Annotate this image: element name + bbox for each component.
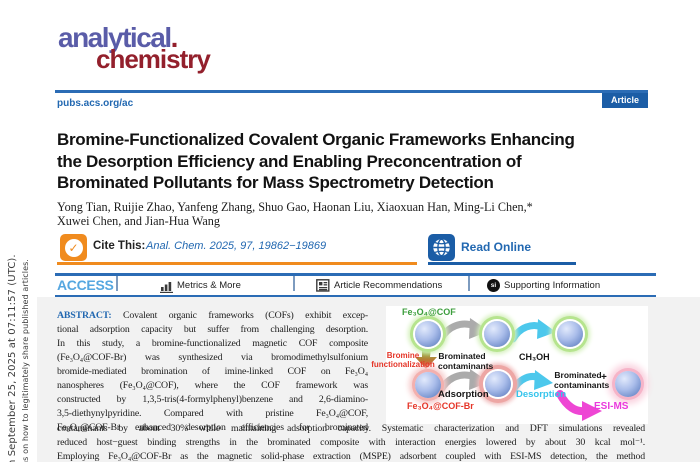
- cite-check-icon[interactable]: ✓: [60, 234, 87, 261]
- abstract-fullwidth-block: contaminants by about 30% while maintain…: [57, 422, 645, 462]
- cof-sphere: [415, 321, 441, 347]
- article-recommendations-link[interactable]: Article Recommendations: [334, 280, 443, 291]
- access-rule-top: [55, 273, 656, 276]
- abstract-line: Employing Fe₃O₄@COF-Br as the magnetic s…: [57, 451, 645, 462]
- logo-word-analytical: analytical: [58, 22, 172, 53]
- abstract-line: reduced host−guest binding strengths in …: [57, 437, 645, 448]
- cof-br-sphere: [415, 372, 441, 398]
- abstract-line: contaminants by about 30% while maintain…: [57, 423, 645, 434]
- access-separator: [293, 276, 295, 291]
- supporting-information-link[interactable]: Supporting Information: [504, 280, 601, 291]
- abstract-line: In this study, a bromine-functionalized …: [57, 338, 368, 349]
- abstract-line: ABSTRACT: Covalent organic frameworks (C…: [57, 310, 368, 321]
- article-recommendations-icon: [316, 279, 330, 297]
- cof-sphere-adsorbed: [484, 321, 510, 347]
- toc-label-esi-ms: ESI-MS: [594, 401, 629, 412]
- watermark-line-1: n September 25, 2025 at 07:11:57 (UTC).: [7, 254, 18, 462]
- toc-plus-sign: +: [601, 372, 607, 383]
- header-rule: [55, 90, 648, 93]
- access-link[interactable]: ACCESS: [57, 277, 114, 293]
- citation-reference[interactable]: Anal. Chem. 2025, 97, 19862−19869: [146, 240, 327, 252]
- abstract-line: bromide-mediated bromination of imine-li…: [57, 366, 368, 377]
- cof-br-sphere-desorbed: [615, 371, 641, 397]
- abstract-label: ABSTRACT:: [57, 310, 112, 321]
- title-line-2: the Desorption Efficiency and Enabling P…: [57, 151, 522, 171]
- authors-line-2: Xuwei Chen, and Jian-Hua Wang: [57, 213, 220, 228]
- access-separator: [116, 276, 118, 291]
- cof-br-sphere-adsorbed: [485, 371, 511, 397]
- watermark-line-2: ns on how to legitimately share publishe…: [21, 258, 30, 462]
- access-separator: [468, 276, 470, 291]
- cite-this-label[interactable]: Cite This:: [93, 240, 146, 252]
- article-type-badge: Article: [602, 93, 648, 108]
- abstract-line: tional adsorption capacity but suffer fr…: [57, 324, 368, 335]
- access-rule-bottom: [55, 295, 656, 298]
- read-online-underline: [428, 262, 576, 265]
- toc-label-ch3oh: CH₃OH: [519, 352, 550, 362]
- read-online-button[interactable]: Read Online: [461, 240, 532, 254]
- toc-graphic: Fe₃O₄@COF Bromine functionalization Brom…: [371, 306, 648, 424]
- authors-line-1: Yong Tian, Ruijie Zhao, Yanfeng Zhang, S…: [57, 200, 533, 214]
- cite-underline: [57, 262, 417, 265]
- logo-word-chemistry: chemistry: [96, 44, 211, 74]
- title-line-3: Brominated Pollutants for Mass Spectrome…: [57, 173, 494, 193]
- abstract-line: nanospheres (Fe₃O₄@COF), where the COF f…: [57, 380, 368, 391]
- toc-label-bromine-functionalization: Bromine functionalization: [371, 351, 435, 370]
- toc-label-brominated-contaminants-2: Brominated contaminants: [554, 370, 610, 390]
- metrics-and-more-link[interactable]: Metrics & More: [177, 280, 241, 291]
- abstract-text-column: ABSTRACT: Covalent organic frameworks (C…: [57, 309, 368, 435]
- abstract-line: (Fe₃O₄@COF-Br) was synthesized via bromo…: [57, 352, 368, 363]
- toc-label-fe3o4-cof-br: Fe₃O₄@COF-Br: [407, 401, 474, 411]
- toc-label-adsorption: Adsorption: [438, 389, 489, 400]
- bar-chart-icon: [160, 280, 174, 298]
- toc-arrows: [415, 318, 602, 421]
- cof-sphere-washed: [557, 321, 583, 347]
- journal-url-link[interactable]: pubs.acs.org/ac: [57, 98, 134, 109]
- abstract-line: Fe₃O₄@COF-Br enhanced desorption efficie…: [57, 422, 368, 433]
- toc-label-fe3o4-cof: Fe₃O₄@COF: [402, 307, 456, 317]
- abstract-line: 3,5-diethynylpyridine. Compared with pri…: [57, 408, 368, 419]
- journal-logo: analytical. chemistry: [58, 22, 211, 74]
- logo-period: .: [170, 22, 179, 53]
- toc-label-desorption: Desorption: [516, 389, 567, 400]
- abstract-line: constructed by 1,3,5-tris(4-formylphenyl…: [57, 394, 368, 405]
- article-title: Bromine-Functionalized Covalent Organic …: [57, 129, 697, 194]
- toc-label-brominated-contaminants-1: Brominated contaminants: [438, 351, 494, 371]
- author-list: Yong Tian, Ruijie Zhao, Yanfeng Zhang, S…: [57, 200, 657, 229]
- globe-icon[interactable]: [428, 234, 455, 261]
- supporting-information-icon: si: [487, 279, 500, 292]
- title-line-1: Bromine-Functionalized Covalent Organic …: [57, 130, 575, 149]
